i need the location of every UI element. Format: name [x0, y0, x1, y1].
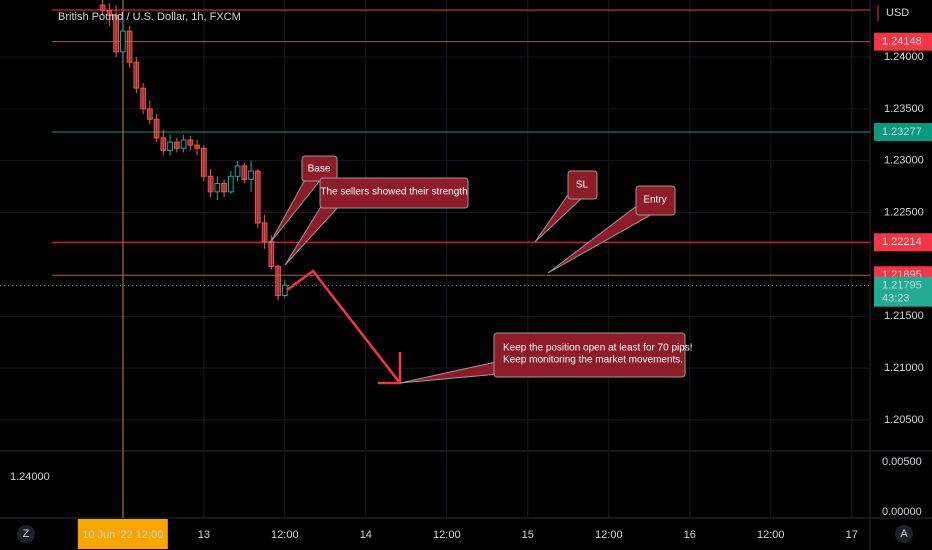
x-tick-label: 12:00	[433, 529, 461, 541]
y-tick-label: 1.23500	[884, 103, 924, 115]
last-price: 1.21795	[882, 280, 922, 292]
price-label-bg	[874, 32, 932, 51]
annotation: Entry	[643, 195, 666, 206]
annotation: Base	[308, 164, 331, 175]
price-label: 1.23277	[882, 126, 922, 138]
candle-body	[254, 170, 261, 224]
x-tick-label: 10 Jun '22 12:00	[82, 529, 163, 541]
x-tick-label: 12:00	[271, 529, 299, 541]
currency: USD	[886, 7, 909, 19]
candle-body	[146, 108, 153, 120]
candle-body	[113, 15, 119, 53]
button-label[interactable]: Z	[23, 528, 30, 540]
callout-box	[567, 170, 598, 200]
y-tick-label: 1.24000	[884, 51, 924, 63]
x-tick-label: 16	[684, 529, 696, 541]
candle-body	[281, 284, 288, 297]
y-tick-label: 1.22500	[884, 206, 924, 218]
y-tick-label: 1.20500	[884, 414, 924, 426]
last-price-bg	[874, 276, 932, 307]
candles	[99, 0, 288, 301]
candle-body	[99, 4, 106, 11]
candle-body	[106, 9, 113, 17]
candle-body	[173, 141, 180, 149]
x-tick-label: 12:00	[757, 529, 785, 541]
callout: Entry	[547, 185, 676, 274]
candle-body	[126, 30, 133, 63]
callout-box	[635, 185, 676, 216]
y-tick-label: 0.00000	[882, 506, 922, 518]
candle-body	[200, 147, 207, 177]
candle-body	[133, 61, 140, 89]
candle-body	[241, 165, 248, 180]
candle-body	[153, 118, 160, 139]
button[interactable]	[17, 525, 35, 543]
callout: SL	[534, 170, 598, 243]
candle-body	[119, 30, 126, 53]
callout: The sellers showed their strength	[284, 177, 469, 266]
countdown: 43:23	[882, 293, 910, 305]
crosshair-label-bg	[77, 519, 168, 549]
candle-body	[187, 139, 194, 146]
arrow	[286, 269, 401, 384]
candle-body	[207, 175, 214, 193]
callout: Base	[269, 155, 338, 244]
annotation: Keep the position open at least for 70 p…	[503, 343, 693, 354]
pane-label: 1.24000	[10, 471, 50, 483]
y-tick-label: 0.00500	[882, 456, 922, 468]
candle-body	[234, 165, 241, 177]
chart-title: British Pound / U.S. Dollar, 1h, FXCM	[58, 11, 241, 23]
button[interactable]	[895, 525, 913, 543]
candle-body	[248, 170, 254, 180]
candle-body	[268, 241, 275, 267]
candle-body	[167, 141, 173, 151]
levels	[0, 41, 870, 287]
price-label-bg	[874, 122, 932, 141]
price-label-bg	[874, 233, 932, 252]
candle-body	[194, 144, 200, 149]
x-tick-label: 13	[198, 529, 210, 541]
button-label[interactable]: A	[900, 528, 908, 540]
y-tick-label: 1.23000	[884, 155, 924, 167]
candle-body	[227, 175, 234, 193]
x-tick-label: 17	[846, 529, 858, 541]
x-tick-label: 12:00	[595, 529, 623, 541]
y-tick-label: 1.21500	[884, 310, 924, 322]
callout: Keep the position open at least for 70 p…	[399, 332, 693, 384]
annotation: Keep monitoring the market movements.	[503, 355, 683, 366]
candle-body	[160, 137, 167, 151]
callout-box	[493, 332, 686, 378]
candle-body	[275, 265, 281, 297]
candle-body	[261, 222, 268, 243]
candle-body	[221, 183, 227, 193]
callout-box	[319, 177, 469, 209]
x-tick-label: 14	[360, 529, 372, 541]
candle-body	[140, 87, 146, 110]
price-label: 1.22214	[882, 236, 922, 248]
annotation: The sellers showed their strength	[320, 187, 467, 198]
price-label: 1.24148	[882, 36, 922, 48]
candle-body	[214, 183, 221, 193]
x-tick-label: 15	[522, 529, 534, 541]
candle-body	[180, 139, 187, 149]
annotation: SL	[576, 180, 589, 191]
y-tick-label: 1.21000	[884, 362, 924, 374]
